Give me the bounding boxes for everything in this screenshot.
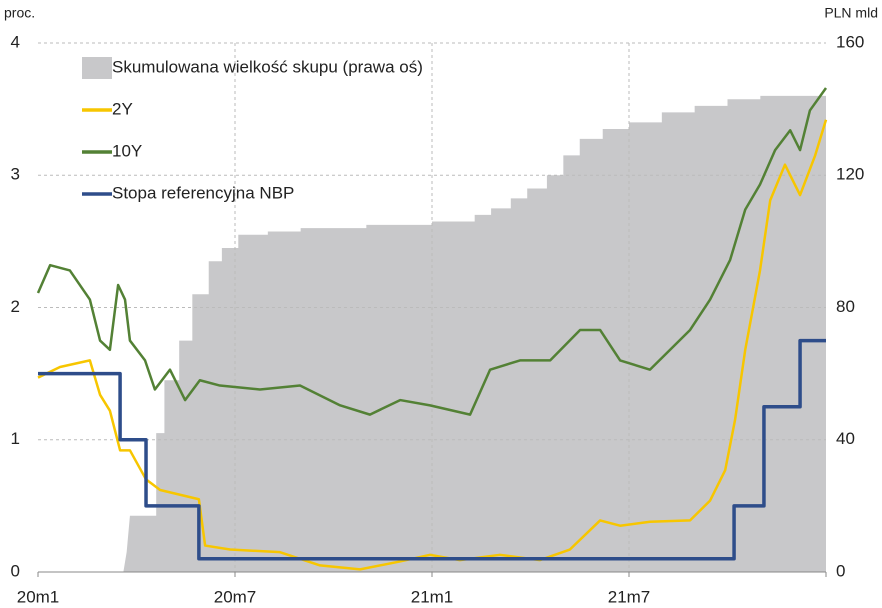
y2-tick-label: 0 xyxy=(836,561,845,580)
x-tick-label: 21m7 xyxy=(608,587,651,606)
y2-axis-label: PLN mld xyxy=(824,5,878,21)
x-tick-label: 20m1 xyxy=(17,587,60,606)
y-tick-label: 2 xyxy=(11,297,20,316)
legend-label: 10Y xyxy=(112,141,142,160)
y-tick-label: 1 xyxy=(11,429,20,448)
x-tick-label: 20m7 xyxy=(214,587,257,606)
line xyxy=(36,87,828,416)
y-tick-label: 3 xyxy=(11,165,20,184)
y2-tick-label: 120 xyxy=(836,165,864,184)
y2-tick-label: 80 xyxy=(836,297,855,316)
x-tick-label: 21m1 xyxy=(411,587,454,606)
y2-tick-label: 40 xyxy=(836,429,855,448)
legend-swatch xyxy=(82,57,112,79)
line xyxy=(38,338,826,561)
legend-label: 2Y xyxy=(112,99,133,118)
y2-tick-label: 160 xyxy=(836,32,864,51)
y-tick-label: 0 xyxy=(11,561,20,580)
legend-label: Stopa referencyjna NBP xyxy=(112,183,294,202)
legend-label: Skumulowana wielkość skupu (prawa oś) xyxy=(112,57,423,76)
y-tick-label: 4 xyxy=(11,32,20,51)
y-axis-label: proc. xyxy=(4,5,35,21)
